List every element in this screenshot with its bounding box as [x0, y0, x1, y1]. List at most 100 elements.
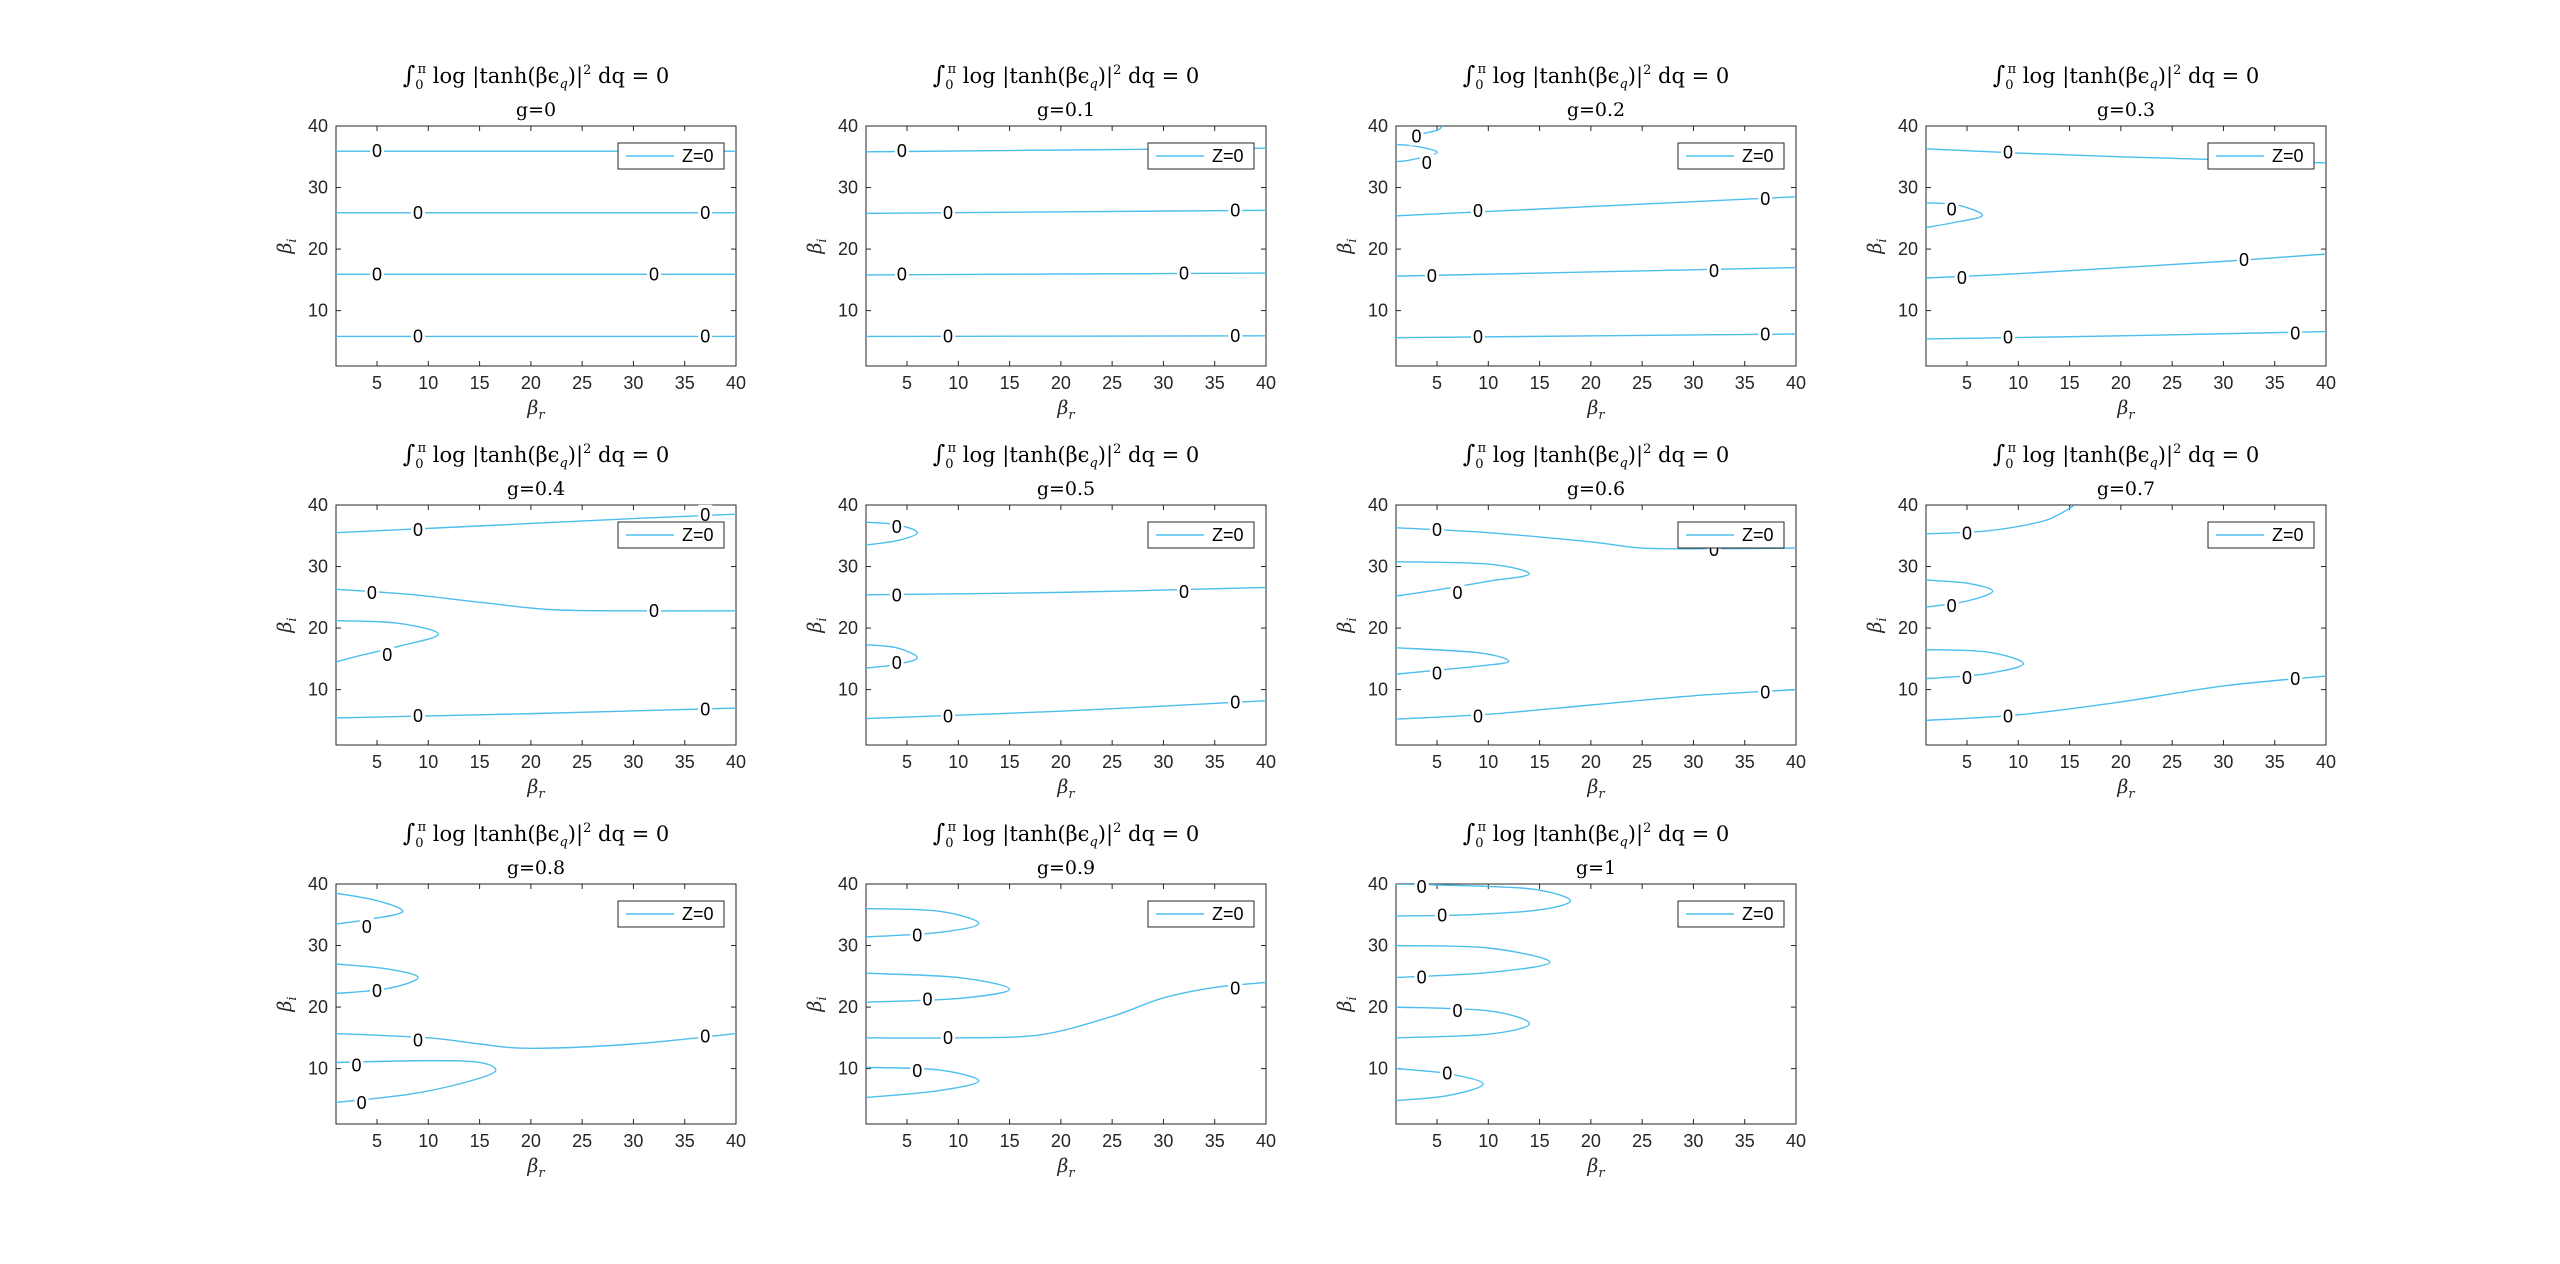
x-tick-label: 20 — [1581, 373, 1601, 393]
x-tick-label: 30 — [1683, 373, 1703, 393]
x-tick-label: 40 — [1256, 373, 1276, 393]
contour-label: 0 — [1957, 268, 1967, 288]
contour-label-bg — [941, 326, 956, 346]
y-tick-label: 10 — [838, 1059, 858, 1079]
contour-label: 0 — [943, 203, 953, 223]
y-tick-label: 30 — [1368, 557, 1388, 577]
y-axis-label-group: βi — [804, 617, 830, 633]
title-power: 2 — [1113, 442, 1121, 457]
title-upper-limit: π — [2008, 62, 2017, 77]
title-subscript: q — [559, 835, 567, 850]
contour-label-bg — [354, 1093, 369, 1113]
title-upper-limit: π — [1478, 62, 1487, 77]
contour-label-bg — [1430, 520, 1445, 540]
legend: Z=0 — [1147, 900, 1255, 928]
title-integral: ∫ — [933, 440, 946, 468]
title-body: log |tanh(βϵ — [1486, 64, 1619, 89]
title-body: log |tanh(βϵ — [1486, 443, 1619, 468]
contour-line — [866, 521, 918, 546]
title-integral: ∫ — [1463, 61, 1476, 89]
x-axis-label: βr — [1056, 397, 1075, 423]
contour-label: 0 — [1453, 583, 1463, 603]
contour-line — [1396, 560, 1531, 597]
title-subscript: q — [1619, 456, 1627, 471]
panel-title-expression: ∫0π log |tanh(βϵq)|2 dq = 0 — [403, 819, 669, 851]
contour-label-bg — [698, 202, 713, 222]
contour-label-bg — [364, 583, 379, 602]
title-integral: ∫ — [403, 61, 416, 89]
x-tick-label: 5 — [1432, 373, 1442, 393]
panel-title-expression: ∫0π log |tanh(βϵq)|2 dq = 0 — [403, 440, 669, 472]
title-body: log |tanh(βϵ — [2016, 443, 2149, 468]
contour-label: 0 — [1473, 201, 1483, 221]
y-tick-label: 10 — [308, 301, 328, 321]
title-close: )| — [568, 443, 583, 468]
contour-line — [866, 586, 1266, 596]
contour-label: 0 — [1760, 325, 1770, 345]
legend-label: Z=0 — [2272, 525, 2304, 545]
title-close: )| — [1628, 822, 1643, 847]
contour-label-bg — [889, 517, 904, 537]
contour-line — [336, 619, 440, 663]
y-tick-label: 10 — [838, 301, 858, 321]
legend: Z=0 — [617, 142, 725, 170]
contour-label-bg — [2001, 706, 2016, 726]
contour-panel: ∫0π log |tanh(βϵq)|2 dq = 0g=0.25 10 15 20 2… — [1334, 61, 1806, 423]
y-axis-label: βi — [274, 996, 300, 1012]
title-tail: dq = 0 — [591, 822, 669, 846]
title-power: 2 — [2173, 442, 2181, 457]
title-power: 2 — [583, 821, 591, 836]
contour-panel: ∫0π log |tanh(βϵq)|2 dq = 0g=0.35 10 15 20 2… — [1864, 61, 2336, 423]
x-tick-label: 20 — [521, 1131, 541, 1151]
contour-line — [336, 1059, 497, 1104]
contour-label-bg — [1424, 266, 1439, 286]
title-power: 2 — [2173, 63, 2181, 78]
title-power: 2 — [1643, 821, 1651, 836]
legend: Z=0 — [617, 900, 725, 928]
contour-label: 0 — [352, 1056, 362, 1076]
y-tick-label: 40 — [1368, 495, 1388, 515]
contour-line — [336, 707, 736, 719]
title-lower-limit: 0 — [1475, 836, 1483, 851]
contour-label-bg — [1944, 199, 1959, 219]
panel-title-expression: ∫0π log |tanh(βϵq)|2 dq = 0 — [1463, 819, 1729, 851]
y-tick-label: 30 — [1898, 557, 1918, 577]
contour-line — [1396, 884, 1572, 917]
contour-panel: ∫0π log |tanh(βϵq)|2 dq = 0g=0.65 10 15 20 2… — [1334, 440, 1806, 802]
contour-label-bg — [1440, 1063, 1455, 1083]
title-upper-limit: π — [948, 441, 957, 456]
y-axis-label: βi — [1334, 238, 1360, 254]
y-tick-label: 20 — [1898, 618, 1918, 638]
contour-label: 0 — [897, 141, 907, 161]
contour-label-bg — [646, 600, 661, 620]
title-upper-limit: π — [1478, 820, 1487, 835]
contour-label-bg — [889, 585, 904, 605]
title-integral: ∫ — [1993, 61, 2006, 89]
contour-label-bg — [411, 520, 426, 540]
x-tick-label: 25 — [1632, 1131, 1652, 1151]
y-axis-label: βi — [274, 238, 300, 254]
contour-label-bg — [1471, 200, 1486, 220]
legend-label: Z=0 — [2272, 146, 2304, 166]
y-axis-label: βi — [274, 617, 300, 633]
contour-label: 0 — [943, 326, 953, 346]
x-tick-label: 5 — [372, 752, 382, 772]
contour-label: 0 — [892, 585, 902, 605]
y-tick-label: 30 — [838, 178, 858, 198]
x-tick-label: 25 — [1102, 1131, 1122, 1151]
y-tick-label: 40 — [308, 116, 328, 136]
contour-label-bg — [646, 264, 661, 284]
legend: Z=0 — [2207, 142, 2315, 170]
contour-line — [1396, 647, 1510, 675]
title-body: log |tanh(βϵ — [1486, 822, 1619, 847]
contour-label-bg — [1450, 1000, 1465, 1020]
contour-label-bg — [698, 504, 713, 524]
contour-label: 0 — [382, 645, 392, 665]
contour-label: 0 — [1412, 126, 1422, 146]
legend-label: Z=0 — [1742, 525, 1774, 545]
y-tick-label: 30 — [308, 557, 328, 577]
y-axis-label-group: βi — [274, 617, 300, 633]
title-integral: ∫ — [933, 819, 946, 847]
panel-title-expression: ∫0π log |tanh(βϵq)|2 dq = 0 — [933, 819, 1199, 851]
